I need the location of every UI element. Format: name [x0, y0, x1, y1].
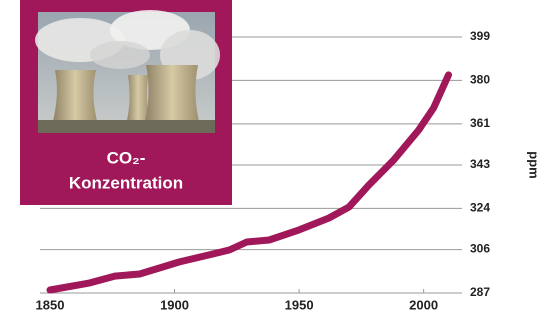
inset-card: CO₂- Konzentration — [20, 0, 232, 205]
y-tick-label: 324 — [470, 201, 490, 215]
chart: 287 306 324 343 361 380 399 1850 1900 1950 2000 CO… — [0, 0, 539, 317]
x-tick-label: 1950 — [285, 297, 314, 312]
y-tick-label: 306 — [470, 242, 490, 256]
x-tick-label: 2000 — [409, 297, 438, 312]
x-tick-label: 1850 — [36, 297, 65, 312]
y-tick-label: 343 — [470, 157, 490, 171]
title-line-1: CO₂- — [107, 148, 146, 167]
y-tick-label: 361 — [470, 116, 490, 130]
y-tick-label: 287 — [470, 285, 490, 299]
page: {"chart_data": {"type": "line", "title":… — [0, 0, 539, 317]
y-tick-label: 399 — [470, 29, 490, 43]
x-tick-label: 1900 — [160, 297, 189, 312]
y-axis-label: ppm — [527, 151, 539, 178]
y-tick-label: 380 — [470, 73, 490, 87]
photo — [35, 10, 220, 133]
title-line-2: Konzentration — [69, 173, 183, 192]
